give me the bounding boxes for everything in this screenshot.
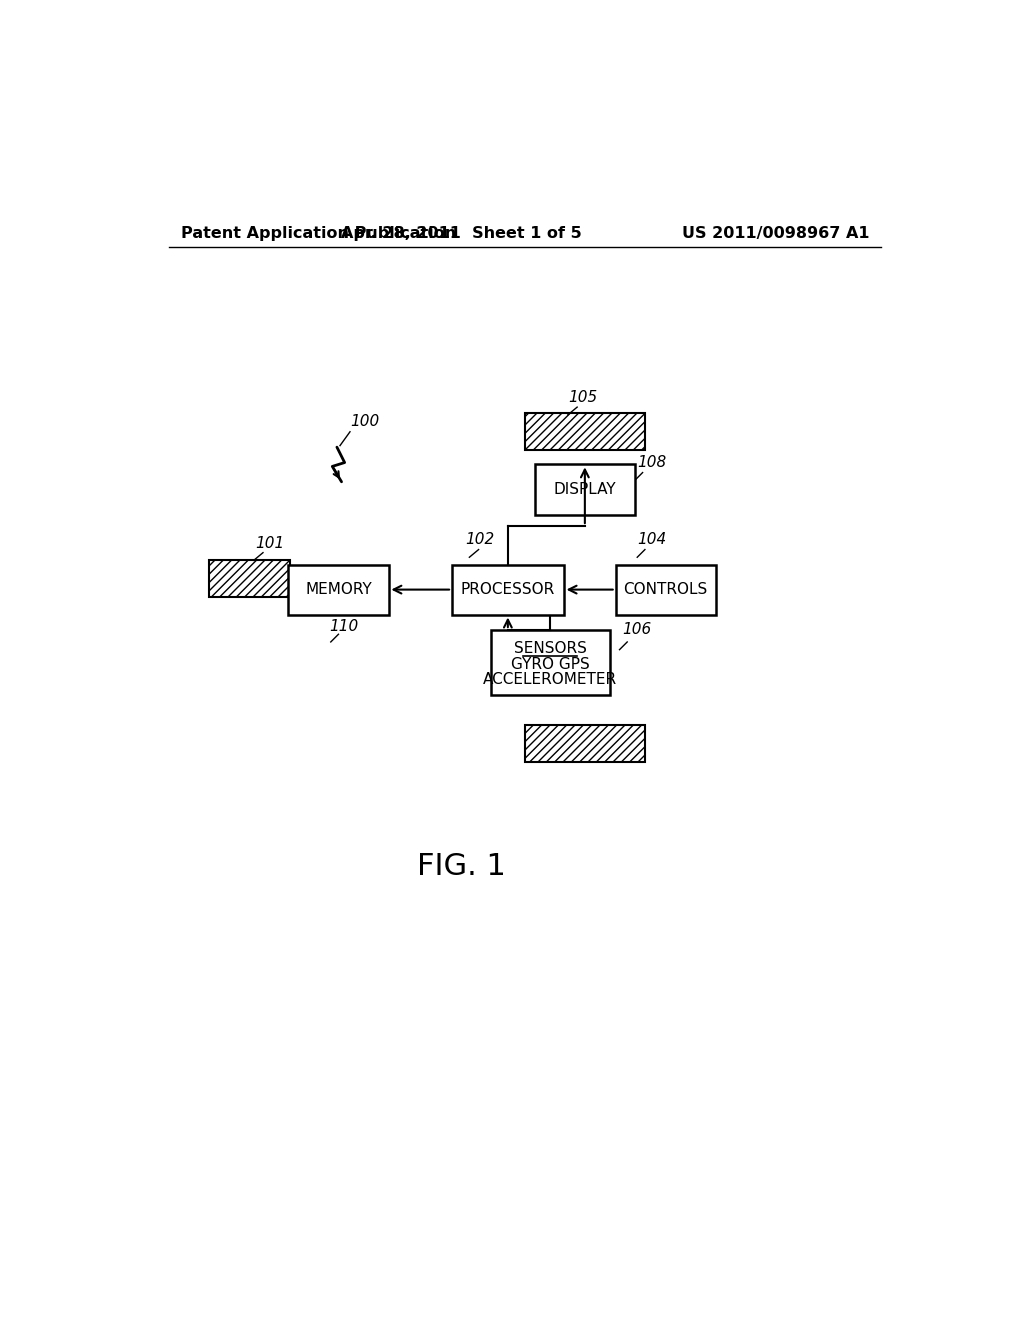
Text: 100: 100 <box>350 414 379 429</box>
Bar <box>535 465 635 515</box>
Text: 101: 101 <box>255 536 285 552</box>
Text: SENSORS: SENSORS <box>514 642 587 656</box>
Text: MEMORY: MEMORY <box>305 582 372 597</box>
Text: 106: 106 <box>622 622 651 638</box>
Bar <box>490 630 610 696</box>
Text: 104: 104 <box>637 532 667 548</box>
Bar <box>525 725 644 762</box>
Text: PROCESSOR: PROCESSOR <box>461 582 555 597</box>
Text: 105: 105 <box>568 389 597 405</box>
Text: 110: 110 <box>330 619 358 635</box>
Text: Apr. 28, 2011  Sheet 1 of 5: Apr. 28, 2011 Sheet 1 of 5 <box>341 226 582 240</box>
Bar <box>289 565 388 615</box>
Text: ACCELEROMETER: ACCELEROMETER <box>483 672 617 688</box>
Bar <box>210 560 291 597</box>
Text: 102: 102 <box>466 532 495 548</box>
Bar <box>525 413 644 450</box>
Text: FIG. 1: FIG. 1 <box>417 853 506 882</box>
Text: GYRO GPS: GYRO GPS <box>511 657 590 672</box>
Text: US 2011/0098967 A1: US 2011/0098967 A1 <box>682 226 869 240</box>
Text: 108: 108 <box>637 455 667 470</box>
Text: CONTROLS: CONTROLS <box>624 582 708 597</box>
Bar <box>615 565 716 615</box>
Text: Patent Application Publication: Patent Application Publication <box>180 226 456 240</box>
Bar <box>452 565 563 615</box>
Text: DISPLAY: DISPLAY <box>554 482 616 498</box>
